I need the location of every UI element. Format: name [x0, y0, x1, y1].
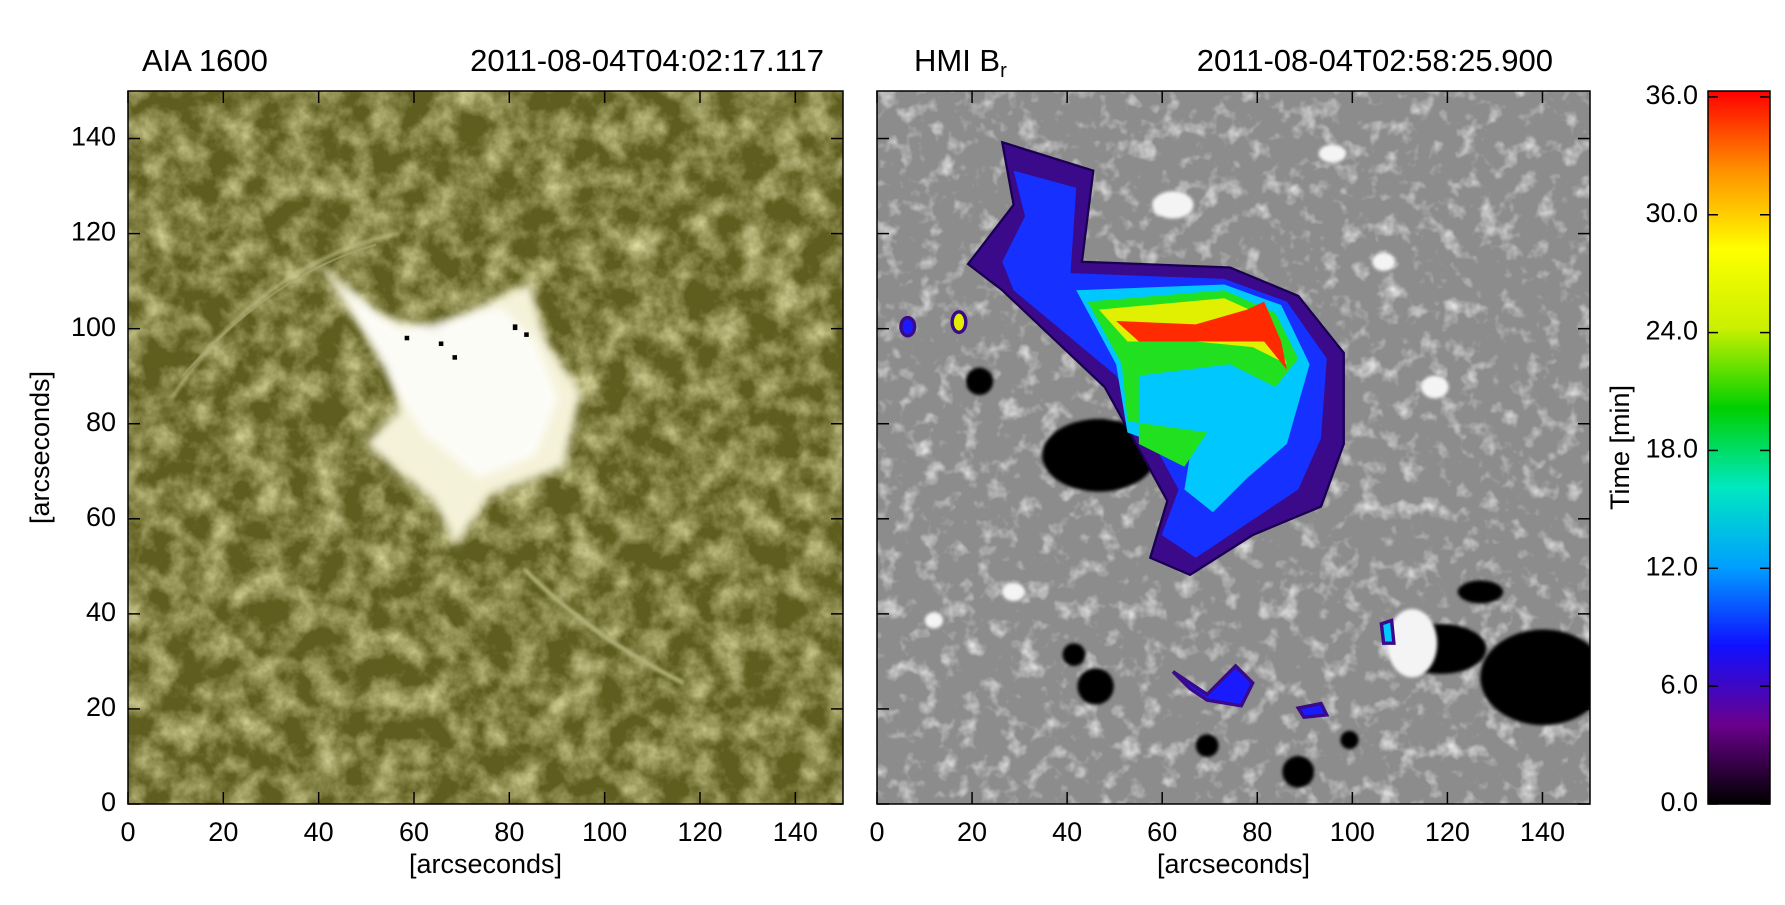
x-tick-label: 40 — [1052, 817, 1082, 847]
colorbar-tick-label: 24.0 — [1645, 316, 1698, 346]
x-tick-label: 80 — [494, 817, 524, 847]
x-tick-label: 40 — [304, 817, 334, 847]
plot-frame — [127, 90, 844, 805]
y-axis-label: [arcseconds] — [25, 371, 55, 524]
colorbar — [1707, 90, 1771, 805]
title-main: HMI B — [914, 43, 1000, 78]
x-tick-label: 60 — [1147, 817, 1177, 847]
x-axis-label: [arcseconds] — [409, 849, 562, 879]
colorbar-tick-label: 30.0 — [1645, 198, 1698, 228]
x-tick-label: 0 — [120, 817, 135, 847]
x-tick-label: 140 — [773, 817, 818, 847]
y-tick-label: 80 — [86, 407, 116, 437]
x-tick-label: 20 — [208, 817, 238, 847]
y-tick-label: 0 — [101, 787, 116, 817]
x-tick-label: 60 — [399, 817, 429, 847]
x-tick-label: 100 — [1330, 817, 1375, 847]
x-tick-label: 20 — [957, 817, 987, 847]
aia-image — [128, 91, 843, 804]
colorbar-tick-label: 0.0 — [1660, 787, 1698, 817]
plot-frame — [876, 90, 1591, 805]
colorbar-tick-label: 36.0 — [1645, 80, 1698, 110]
colorbar-tick-label: 12.0 — [1645, 551, 1698, 581]
panel-subtitle: 2011-08-04T02:58:25.900 — [1197, 43, 1553, 78]
x-tick-label: 80 — [1242, 817, 1272, 847]
x-tick-label: 120 — [1425, 817, 1470, 847]
panel-title: HMI Br — [914, 43, 1007, 82]
x-tick-label: 0 — [869, 817, 884, 847]
colorbar-label: Time [min] — [1605, 385, 1635, 510]
y-tick-label: 100 — [71, 312, 116, 342]
y-tick-label: 60 — [86, 502, 116, 532]
x-tick-label: 140 — [1520, 817, 1565, 847]
y-tick-label: 120 — [71, 217, 116, 247]
x-tick-label: 120 — [677, 817, 722, 847]
panel-subtitle: 2011-08-04T04:02:17.117 — [470, 43, 824, 78]
x-tick-label: 100 — [582, 817, 627, 847]
y-tick-label: 20 — [86, 692, 116, 722]
y-tick-label: 140 — [71, 122, 116, 152]
hmi-image — [877, 91, 1590, 804]
title-subscript: r — [1000, 60, 1007, 82]
y-tick-label: 40 — [86, 597, 116, 627]
colorbar-tick-label: 18.0 — [1645, 434, 1698, 464]
panel-title: AIA 1600 — [142, 43, 268, 78]
colorbar-tick-label: 6.0 — [1660, 669, 1698, 699]
x-axis-label: [arcseconds] — [1157, 849, 1310, 879]
